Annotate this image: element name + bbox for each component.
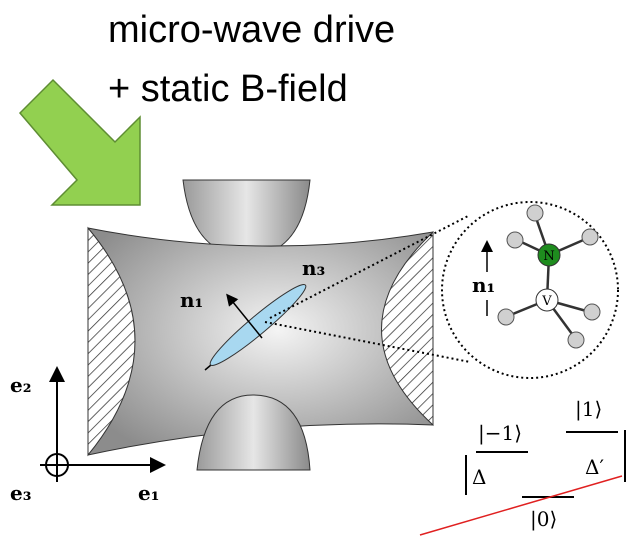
- diagram: micro-wave drive + static B-field n₁ n₃ …: [0, 0, 628, 537]
- gap-label: Δ′: [585, 455, 604, 479]
- axis-label: n₁: [180, 288, 203, 312]
- axis-label: n₁: [472, 273, 495, 297]
- gap-label: Δ: [472, 465, 486, 489]
- axis-label: e₂: [10, 373, 31, 397]
- header-line: + static B-field: [108, 68, 348, 110]
- atom-label: N: [543, 249, 554, 264]
- axis-label: e₁: [138, 481, 159, 505]
- zoom-circle: [442, 202, 618, 378]
- level-label: |0⟩: [530, 507, 557, 532]
- level-label: |1⟩: [575, 397, 602, 422]
- axis-label: e₃: [10, 481, 31, 505]
- atom-label: V: [541, 294, 552, 309]
- axis-label: n₃: [302, 256, 325, 280]
- level-label: |−1⟩: [478, 421, 522, 446]
- header-line: micro-wave drive: [108, 9, 395, 51]
- red-line: [420, 476, 622, 535]
